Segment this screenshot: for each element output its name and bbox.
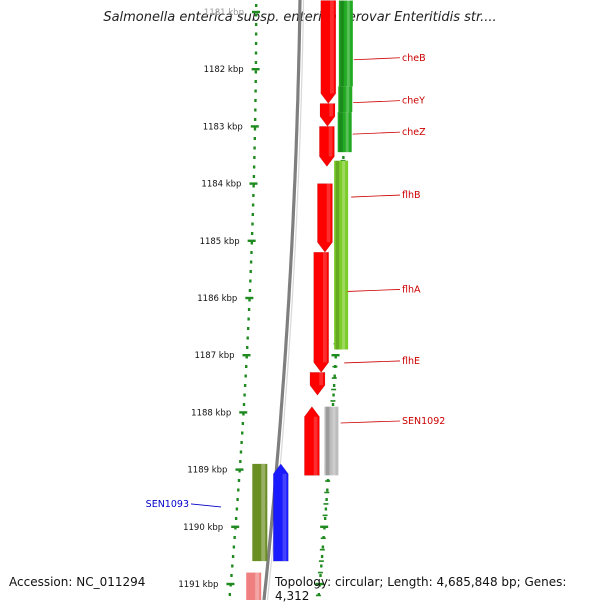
label-leader-chez [352, 131, 401, 135]
ruler-minor-tick [324, 491, 330, 494]
ruler-tick [247, 239, 256, 242]
gene-block-minus-shade-3 [335, 160, 340, 350]
gene-label-chey: cheY [402, 96, 425, 107]
gene-label-flhe: flhE [402, 356, 420, 367]
gene-label-cheb: cheB [402, 53, 426, 64]
gene-arrow-sen1092-highlight [313, 416, 318, 476]
ruler-tick-label: 1186 kbp [197, 294, 237, 304]
ruler-minor-tick [317, 571, 323, 574]
ruler-tick-label: 1183 kbp [203, 122, 243, 132]
gene-label-flhb: flhB [402, 190, 421, 201]
gene-arrow-chey [319, 103, 336, 127]
ruler-tick [226, 582, 235, 586]
ruler-minor-tick [332, 365, 338, 368]
gene-block-minus-shade-1 [339, 86, 344, 113]
ruler-tick [251, 68, 260, 71]
accession-text: Accession: NC_011294 [9, 575, 146, 589]
gene-block-minus-0 [338, 0, 353, 87]
ruler-tick-label: 1181 kbp [204, 8, 244, 18]
gene-block-minus-shade-4 [325, 406, 330, 476]
ruler-minor-tick [319, 548, 325, 551]
ruler-tick-label: 1187 kbp [194, 351, 234, 361]
gene-arrow-sen1093-highlight [282, 473, 287, 562]
gene-block-minus-3 [334, 160, 349, 350]
label-leader-sen1093 [190, 503, 221, 508]
ruler-tick-label: 1185 kbp [200, 237, 240, 247]
gene-block-left-1 [246, 572, 262, 600]
label-leader-cheb [353, 57, 401, 61]
ruler-minor-tick [321, 526, 327, 528]
ruler-tick-label: 1188 kbp [191, 408, 231, 418]
gene-block-left-light-1 [255, 572, 260, 600]
label-leader-flhe [344, 360, 401, 364]
ruler-dotted-line-left [228, 4, 258, 596]
ruler-minor-tick [323, 503, 329, 505]
label-leader-sen1092 [340, 420, 401, 424]
gene-arrow-sen1093 [273, 463, 289, 562]
gene-arrow-chez-highlight [328, 126, 333, 157]
ruler-tick-label: 1190 kbp [183, 523, 223, 533]
ruler-minor-tick [331, 377, 337, 379]
gene-block-minus-light-2 [345, 112, 349, 153]
gene-arrow-flha [313, 251, 329, 373]
label-leader-chey [353, 100, 401, 104]
gene-block-minus-shade-2 [339, 112, 343, 153]
ruler-tick-label: 1184 kbp [201, 180, 241, 190]
gene-block-minus-light-1 [346, 86, 350, 113]
gene-label-chez: cheZ [402, 127, 426, 138]
gene-arrow-sen1092 [304, 406, 320, 476]
gene-block-left-0 [252, 463, 268, 562]
ruler-minor-tick [315, 594, 321, 597]
gene-block-minus-4 [324, 406, 339, 476]
ruler-minor-tick [322, 514, 328, 517]
gene-block-minus-light-0 [346, 0, 350, 87]
ruler-minor-tick [318, 560, 324, 562]
gene-block-minus-shade-0 [340, 0, 344, 87]
ruler-tick [251, 10, 260, 14]
gene-label-sen1093: SEN1093 [146, 499, 189, 510]
ruler-minor-tick [325, 480, 331, 482]
ruler-minor-tick [320, 537, 326, 540]
ruler-tick [235, 468, 244, 471]
label-leader-flhb [351, 194, 401, 198]
ruler-tick [231, 525, 240, 528]
ruler-minor-tick [331, 388, 337, 391]
ruler-tick-label: 1191 kbp [178, 580, 218, 590]
gene-label-flha: flhA [402, 284, 421, 295]
gene-arrow-flha-highlight [322, 252, 327, 363]
gene-arrow-chey-highlight [329, 103, 334, 117]
gene-arrow-cheb [320, 0, 337, 105]
gene-block-left-light-0 [261, 463, 266, 562]
ruler-minor-tick [330, 400, 336, 402]
ruler-minor-tick [333, 354, 339, 356]
gene-arrow-flhb [317, 183, 333, 253]
gene-block-minus-1 [338, 86, 353, 113]
genome-summary-text: Topology: circular; Length: 4,685,848 bp… [275, 575, 567, 603]
label-leader-flha [347, 289, 401, 292]
ruler-tick-label: 1189 kbp [187, 466, 227, 476]
gene-block-minus-light-3 [342, 160, 346, 350]
gene-arrow-flhe [309, 372, 326, 396]
gene-block-minus-light-4 [332, 406, 336, 476]
ruler-tick [245, 296, 254, 300]
gene-arrow-chez [319, 126, 335, 167]
gene-arrow-flhe-highlight [319, 372, 324, 386]
gene-block-minus-2 [337, 112, 352, 153]
ruler-tick [249, 182, 258, 185]
gene-arrow-flhb-highlight [326, 183, 331, 243]
ruler-minor-tick [316, 583, 322, 585]
ruler-tick [250, 125, 259, 128]
gene-label-sen1092: SEN1092 [402, 416, 445, 427]
ruler-tick [239, 411, 248, 414]
ruler-tick-label: 1182 kbp [204, 65, 244, 75]
ruler-tick [242, 354, 251, 357]
gene-arrow-cheb-highlight [330, 0, 334, 94]
